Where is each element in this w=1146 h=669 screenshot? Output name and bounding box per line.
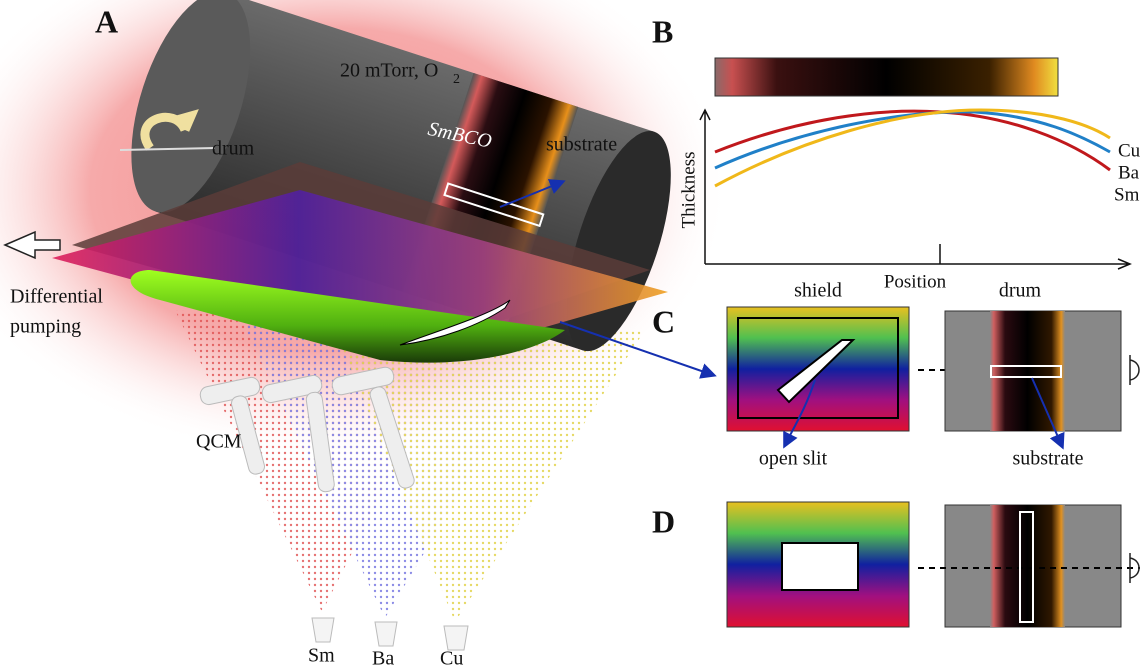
panel-label: D (652, 503, 675, 539)
panel-label: A (95, 3, 118, 39)
panel-label: C (652, 303, 675, 339)
y-axis-label: Thickness (678, 151, 699, 228)
substrate-label: substrate (546, 134, 617, 156)
panel-label: B (652, 13, 673, 49)
figure: A 20 mTorr, O 2 SmBCO drum substrate Dif… (0, 0, 1146, 669)
drum-label: drum (999, 280, 1042, 302)
film-band (990, 311, 1065, 431)
curve-label: Sm (1114, 184, 1140, 205)
x-axis-label: Position (884, 271, 947, 292)
pressure: 20 mTorr, O (340, 60, 438, 82)
curve-label: Cu (1118, 140, 1141, 161)
thickness-curves (715, 110, 1110, 186)
qcm-label: QCM (196, 431, 242, 453)
pumping-label: Differential (10, 286, 103, 308)
drum-label: drum (212, 138, 255, 160)
substrate-label: substrate (1012, 448, 1083, 470)
slit-label: open slit (759, 448, 828, 470)
rotation-icon (1130, 355, 1139, 385)
source-label: Cu (440, 648, 463, 669)
subscript: 2 (453, 72, 460, 87)
source-label: Ba (372, 648, 394, 669)
pumping-label: pumping (10, 316, 81, 338)
shield-label: shield (794, 280, 842, 302)
colorbar (715, 58, 1058, 96)
open-window (782, 543, 858, 590)
film-band (990, 505, 1065, 627)
crucibles (312, 618, 468, 650)
curve-label: Ba (1118, 162, 1140, 183)
source-label: Sm (308, 645, 335, 667)
